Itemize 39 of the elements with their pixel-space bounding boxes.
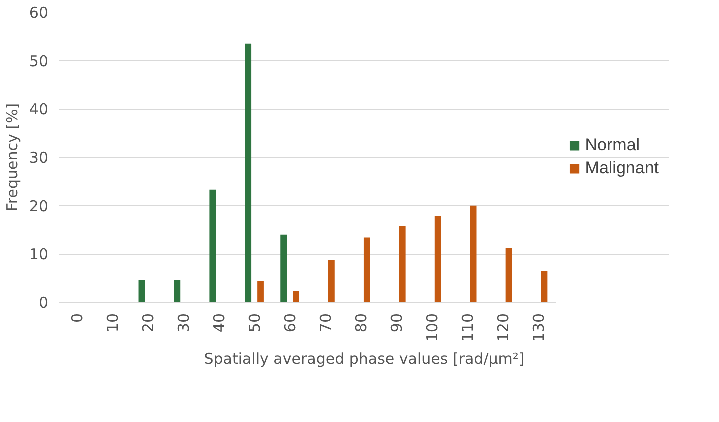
y-axis-title: Frequency [%] bbox=[3, 103, 22, 212]
y-tick-label: 10 bbox=[29, 246, 49, 264]
y-tick-label: 0 bbox=[38, 294, 49, 312]
y-tick-label: 40 bbox=[29, 100, 49, 119]
x-tick-label: 20 bbox=[140, 313, 158, 333]
bar bbox=[328, 260, 335, 302]
y-tick-label: 30 bbox=[29, 149, 49, 167]
x-tick-label: 110 bbox=[458, 313, 477, 342]
x-tick-label: 40 bbox=[210, 313, 229, 333]
bar bbox=[245, 44, 252, 302]
bar bbox=[174, 280, 181, 302]
bar bbox=[470, 206, 477, 302]
x-tick-label: 130 bbox=[530, 313, 548, 342]
x-tick-label: 30 bbox=[175, 313, 194, 333]
x-tick-label: 120 bbox=[494, 313, 512, 342]
bar bbox=[399, 226, 406, 302]
x-axis-title: Spatially averaged phase values [rad/µm²] bbox=[204, 350, 525, 368]
y-tick-label: 50 bbox=[29, 52, 49, 70]
x-tick-label: 70 bbox=[316, 313, 335, 333]
bar bbox=[541, 271, 548, 302]
x-tick-label: 50 bbox=[246, 313, 264, 333]
x-tick-label: 60 bbox=[282, 313, 300, 333]
bar bbox=[138, 280, 146, 302]
x-tick-label: 100 bbox=[423, 313, 442, 342]
y-tick-label: 60 bbox=[29, 4, 49, 22]
bar bbox=[280, 234, 288, 302]
legend-label: Malignant bbox=[585, 158, 659, 178]
bar bbox=[364, 238, 370, 302]
bar bbox=[434, 216, 442, 302]
bar bbox=[506, 248, 512, 302]
legend-label: Normal bbox=[585, 136, 640, 156]
bar bbox=[258, 281, 264, 302]
x-tick-label: 90 bbox=[388, 313, 406, 333]
x-tick-label: 10 bbox=[104, 313, 122, 333]
x-tick-label: 80 bbox=[352, 313, 370, 333]
y-tick-label: 20 bbox=[29, 197, 49, 216]
bar bbox=[210, 190, 216, 302]
bar bbox=[293, 291, 300, 302]
x-tick-label: 0 bbox=[68, 313, 87, 324]
